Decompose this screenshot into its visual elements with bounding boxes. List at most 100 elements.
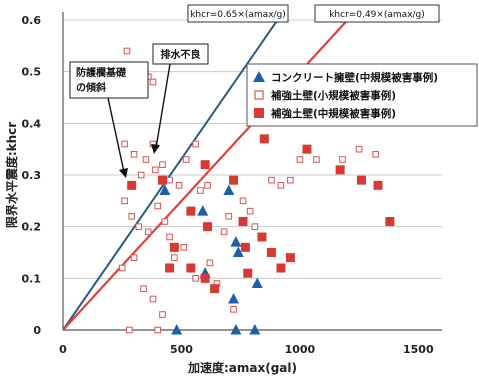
point-reinforced-medium (240, 242, 250, 252)
x-tick-label: 1500 (403, 343, 434, 356)
point-reinforced-small (118, 264, 126, 272)
point-reinforced-medium (200, 160, 210, 170)
legend-marker-open-square (254, 90, 264, 100)
point-reinforced-medium (259, 134, 269, 144)
point-reinforced-small (355, 145, 363, 153)
y-tick-label: 0.5 (22, 66, 42, 79)
callout-text-slope: の傾斜 (76, 81, 106, 94)
point-reinforced-medium (373, 180, 383, 190)
point-reinforced-small (166, 233, 173, 241)
point-concrete-wall (223, 184, 235, 195)
point-reinforced-medium (186, 263, 196, 273)
point-reinforced-small (130, 151, 138, 158)
equation-label-1: khcr=0.49×(amax/g) (329, 10, 425, 20)
point-reinforced-small (130, 254, 138, 261)
data-points (118, 47, 395, 335)
point-reinforced-medium (165, 263, 175, 273)
point-reinforced-medium (186, 206, 196, 216)
point-reinforced-medium (200, 273, 210, 283)
point-concrete-wall (232, 246, 244, 257)
point-reinforced-medium (385, 217, 395, 226)
point-concrete-wall (171, 324, 183, 335)
point-reinforced-small (225, 213, 233, 220)
x-axis-label: 加速度:amax(gal) (187, 360, 297, 375)
point-reinforced-medium (127, 180, 137, 190)
point-reinforced-small (192, 275, 199, 282)
y-tick-label: 0.6 (22, 14, 42, 27)
point-reinforced-small (192, 140, 199, 148)
y-axis-label: 限界水平震度:khcr (4, 122, 19, 228)
legend: コンクリート擁壁(中規模被害事例) 補強土壁(小規模被害事例) 補強土壁(中規模被害… (246, 63, 478, 127)
point-reinforced-medium (356, 175, 366, 185)
point-reinforced-small (175, 182, 183, 189)
point-reinforced-small (182, 156, 190, 163)
point-reinforced-small (180, 244, 188, 251)
equation-box-1 (314, 4, 440, 23)
callout-box-slope (69, 61, 149, 99)
point-reinforced-small (277, 182, 285, 189)
point-reinforced-small (246, 207, 254, 215)
point-reinforced-small (206, 259, 214, 267)
point-reinforced-small (142, 156, 150, 163)
x-tick-label: 500 (170, 343, 193, 356)
point-concrete-wall (228, 293, 240, 304)
point-reinforced-medium (210, 284, 220, 294)
point-reinforced-small (126, 326, 133, 334)
point-reinforced-small (239, 197, 247, 205)
point-reinforced-small (372, 151, 379, 158)
point-reinforced-medium (266, 248, 276, 257)
point-reinforced-medium (302, 144, 312, 154)
point-reinforced-medium (238, 217, 248, 226)
legend-marker-triangle (253, 71, 265, 82)
legend-label-0: コンクリート擁壁(中規模被害事例) (271, 71, 438, 84)
point-reinforced-small (149, 78, 157, 86)
point-concrete-wall (230, 236, 242, 247)
point-reinforced-small (166, 176, 173, 184)
callout-arrowhead-drainage (151, 144, 160, 154)
point-concrete-wall (197, 205, 209, 216)
point-reinforced-small (204, 182, 211, 189)
point-reinforced-medium (157, 175, 167, 185)
point-reinforced-small (140, 285, 147, 292)
callout-arrow-drainage (155, 63, 171, 149)
callout-box-drainage (152, 43, 209, 65)
point-reinforced-small (339, 156, 346, 163)
point-reinforced-medium (285, 253, 295, 263)
point-reinforced-medium (229, 175, 239, 185)
point-reinforced-small (154, 202, 162, 210)
point-reinforced-small (121, 197, 128, 205)
point-reinforced-small (268, 176, 275, 184)
point-reinforced-small (171, 254, 178, 261)
point-reinforced-small (135, 223, 143, 230)
tick-labels: 0 0.1 0.2 0.3 0.4 0.5 0.6 0 500 1000 1500 (22, 14, 434, 356)
point-reinforced-small (161, 218, 169, 225)
point-reinforced-small (121, 140, 128, 148)
legend-marker-filled-square (254, 108, 264, 118)
point-reinforced-small (313, 156, 320, 163)
point-reinforced-small (220, 228, 228, 236)
equation-box-0 (187, 4, 289, 23)
point-reinforced-small (137, 171, 145, 179)
point-reinforced-small (197, 187, 204, 194)
callouts: khcr=0.65×(amax/g) khcr=0.49×(amax/g) 排水不良… (69, 4, 440, 178)
point-reinforced-medium (257, 232, 267, 242)
x-tick-label: 0 (59, 343, 67, 356)
point-reinforced-small (159, 311, 166, 318)
threshold-line-0 (62, 19, 279, 331)
x-tick-label: 1000 (285, 343, 316, 356)
point-reinforced-small (296, 156, 304, 163)
point-concrete-wall (230, 324, 242, 335)
point-reinforced-medium (169, 242, 179, 252)
y-tick-label: 0.1 (22, 272, 42, 285)
legend-label-1: 補強土壁(小規模被害事例) (270, 89, 396, 102)
point-reinforced-small (159, 161, 166, 168)
point-reinforced-medium (202, 222, 212, 232)
point-concrete-wall (249, 324, 261, 335)
point-reinforced-small (149, 295, 157, 303)
point-concrete-wall (251, 277, 263, 288)
y-tick-label: 0 (33, 324, 41, 337)
callout-arrowhead-slope (119, 168, 128, 178)
legend-box (246, 63, 478, 127)
point-reinforced-small (144, 228, 152, 236)
